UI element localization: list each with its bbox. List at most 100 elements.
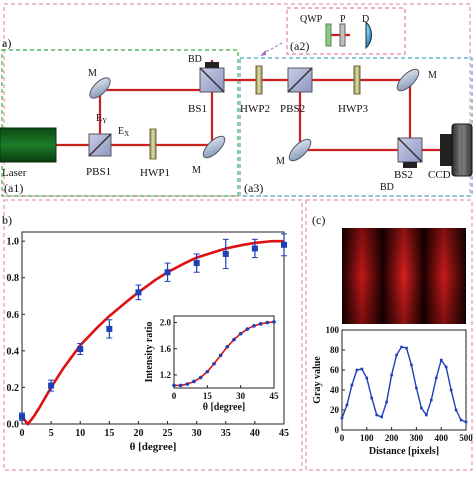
inset-data-point — [212, 361, 216, 366]
x-tick-label: 15 — [203, 391, 213, 401]
ey-label: EY — [96, 113, 107, 125]
x-tick-label: 25 — [163, 428, 173, 439]
y-tick-label: 1.2 — [160, 370, 172, 380]
x-tick-label: 30 — [192, 428, 202, 439]
inset-data-point — [192, 379, 196, 384]
x-tick-label: 0 — [340, 433, 345, 443]
x-tick-label: 45 — [279, 428, 289, 439]
inset-data-point — [218, 353, 223, 358]
data-point — [106, 325, 113, 332]
data-point — [48, 382, 55, 389]
y-tick-label: 60 — [330, 365, 340, 375]
gray-profile-point — [375, 413, 379, 417]
a2-link-arrow — [261, 41, 285, 55]
hwp3-label: HWP3 — [338, 103, 368, 115]
inset-data-point — [185, 382, 190, 386]
inset-data-point — [252, 324, 256, 328]
y-tick-label: 0.4 — [7, 346, 20, 357]
ex-label: EX — [118, 126, 129, 138]
x-tick-label: 500 — [459, 433, 473, 443]
inset-data-point — [258, 322, 263, 326]
subpanel-a1-box — [1, 49, 239, 197]
laser-label: Laser — [2, 167, 27, 179]
inset-data-point — [272, 320, 276, 324]
mirror-a1-bottom — [202, 135, 226, 159]
plot-frame — [173, 315, 275, 389]
beam-dump-top — [205, 62, 219, 68]
mirror-a3-bottom — [288, 138, 312, 162]
gray-profile-point — [400, 345, 403, 349]
data-point — [251, 245, 258, 252]
x-tick-label: 100 — [360, 433, 374, 443]
gray-profile-point — [444, 365, 448, 369]
mirror-label-3: M — [428, 70, 437, 81]
gray-profile-point — [385, 400, 388, 404]
laser-source — [0, 127, 57, 163]
inset-data-point — [205, 369, 210, 374]
ccd-label: CCD — [428, 169, 451, 181]
panel-c-border — [305, 199, 473, 471]
x-tick-label: 300 — [410, 433, 424, 443]
x-tick-label: 20 — [133, 428, 143, 439]
x-axis-label: θ [degree] — [203, 402, 246, 413]
x-tick-label: 35 — [221, 428, 231, 439]
y-axis-label: Intensity ratio — [144, 322, 155, 383]
gray-profile-point — [365, 376, 369, 380]
y-tick-label: 0.2 — [7, 383, 20, 394]
ccd-camera — [440, 123, 473, 177]
gray-profile-point — [449, 388, 453, 392]
inset-background — [140, 310, 280, 414]
x-tick-label: 10 — [75, 428, 85, 439]
mirror-label-2: M — [192, 165, 201, 176]
detector — [365, 20, 372, 50]
gray-profile-point — [415, 386, 418, 390]
inset-data-point — [178, 383, 183, 388]
data-point — [77, 346, 84, 353]
y-tick-label: 2.0 — [160, 318, 172, 328]
a2-link-arrowhead — [260, 50, 266, 56]
x-tick-label: 15 — [104, 428, 114, 439]
y-tick-label: 20 — [330, 405, 340, 415]
gray-profile-point — [410, 363, 413, 367]
y-tick-label: 0 — [335, 425, 340, 435]
y-tick-label: 80 — [330, 345, 340, 355]
beam-dump-bottom — [403, 162, 417, 168]
inset-data-point — [265, 320, 270, 325]
gray-profile-point — [380, 415, 383, 419]
x-tick-label: 5 — [49, 428, 54, 439]
bs1-cube — [199, 67, 225, 93]
gray-profile-point — [355, 368, 359, 372]
data-point — [135, 289, 142, 296]
bs2-label: BS2 — [394, 169, 413, 181]
gray-profile-point — [395, 353, 398, 357]
pbs1-cube — [88, 133, 112, 157]
hwp2-label: HWP2 — [240, 103, 270, 115]
x-tick-label: 200 — [385, 433, 399, 443]
mirror-a1-top — [89, 77, 111, 99]
y-axis-label: Gray value — [312, 356, 323, 404]
panel-c-label: (c) — [312, 213, 325, 227]
y-tick-label: 0.8 — [7, 273, 20, 284]
bd-top-label: BD — [188, 54, 202, 65]
y-tick-label: 40 — [330, 385, 340, 395]
gray-value-chart: 0 100 200 300 400 500 0 20 40 60 80 100 Distance [pi… — [312, 325, 473, 457]
x-tick-label: 0 — [20, 428, 25, 439]
y-tick-label: 1.6 — [160, 344, 172, 354]
gray-profile-point — [439, 358, 443, 362]
p-label: P — [340, 14, 346, 25]
d-label: D — [362, 14, 369, 25]
dop-chart: 0 5 10 15 20 25 30 35 40 45 0.0 0.2 0.4 0.6 0.8 1.0 θ [d… — [7, 231, 289, 453]
bs2-cube — [397, 137, 423, 163]
x-tick-label: 30 — [236, 391, 246, 401]
laser-beams — [54, 33, 440, 152]
mirror-a3-top — [396, 68, 420, 92]
plot-frame — [21, 231, 285, 425]
data-point — [222, 250, 229, 257]
inset-data-point — [245, 327, 250, 331]
panel-a-border — [3, 3, 471, 197]
setup-panel: a) (a1) (a3) (a2) Laser — [0, 3, 473, 197]
y-tick-label: 0.0 — [7, 420, 20, 431]
data-point — [19, 413, 25, 420]
gray-profile-point — [350, 383, 354, 387]
